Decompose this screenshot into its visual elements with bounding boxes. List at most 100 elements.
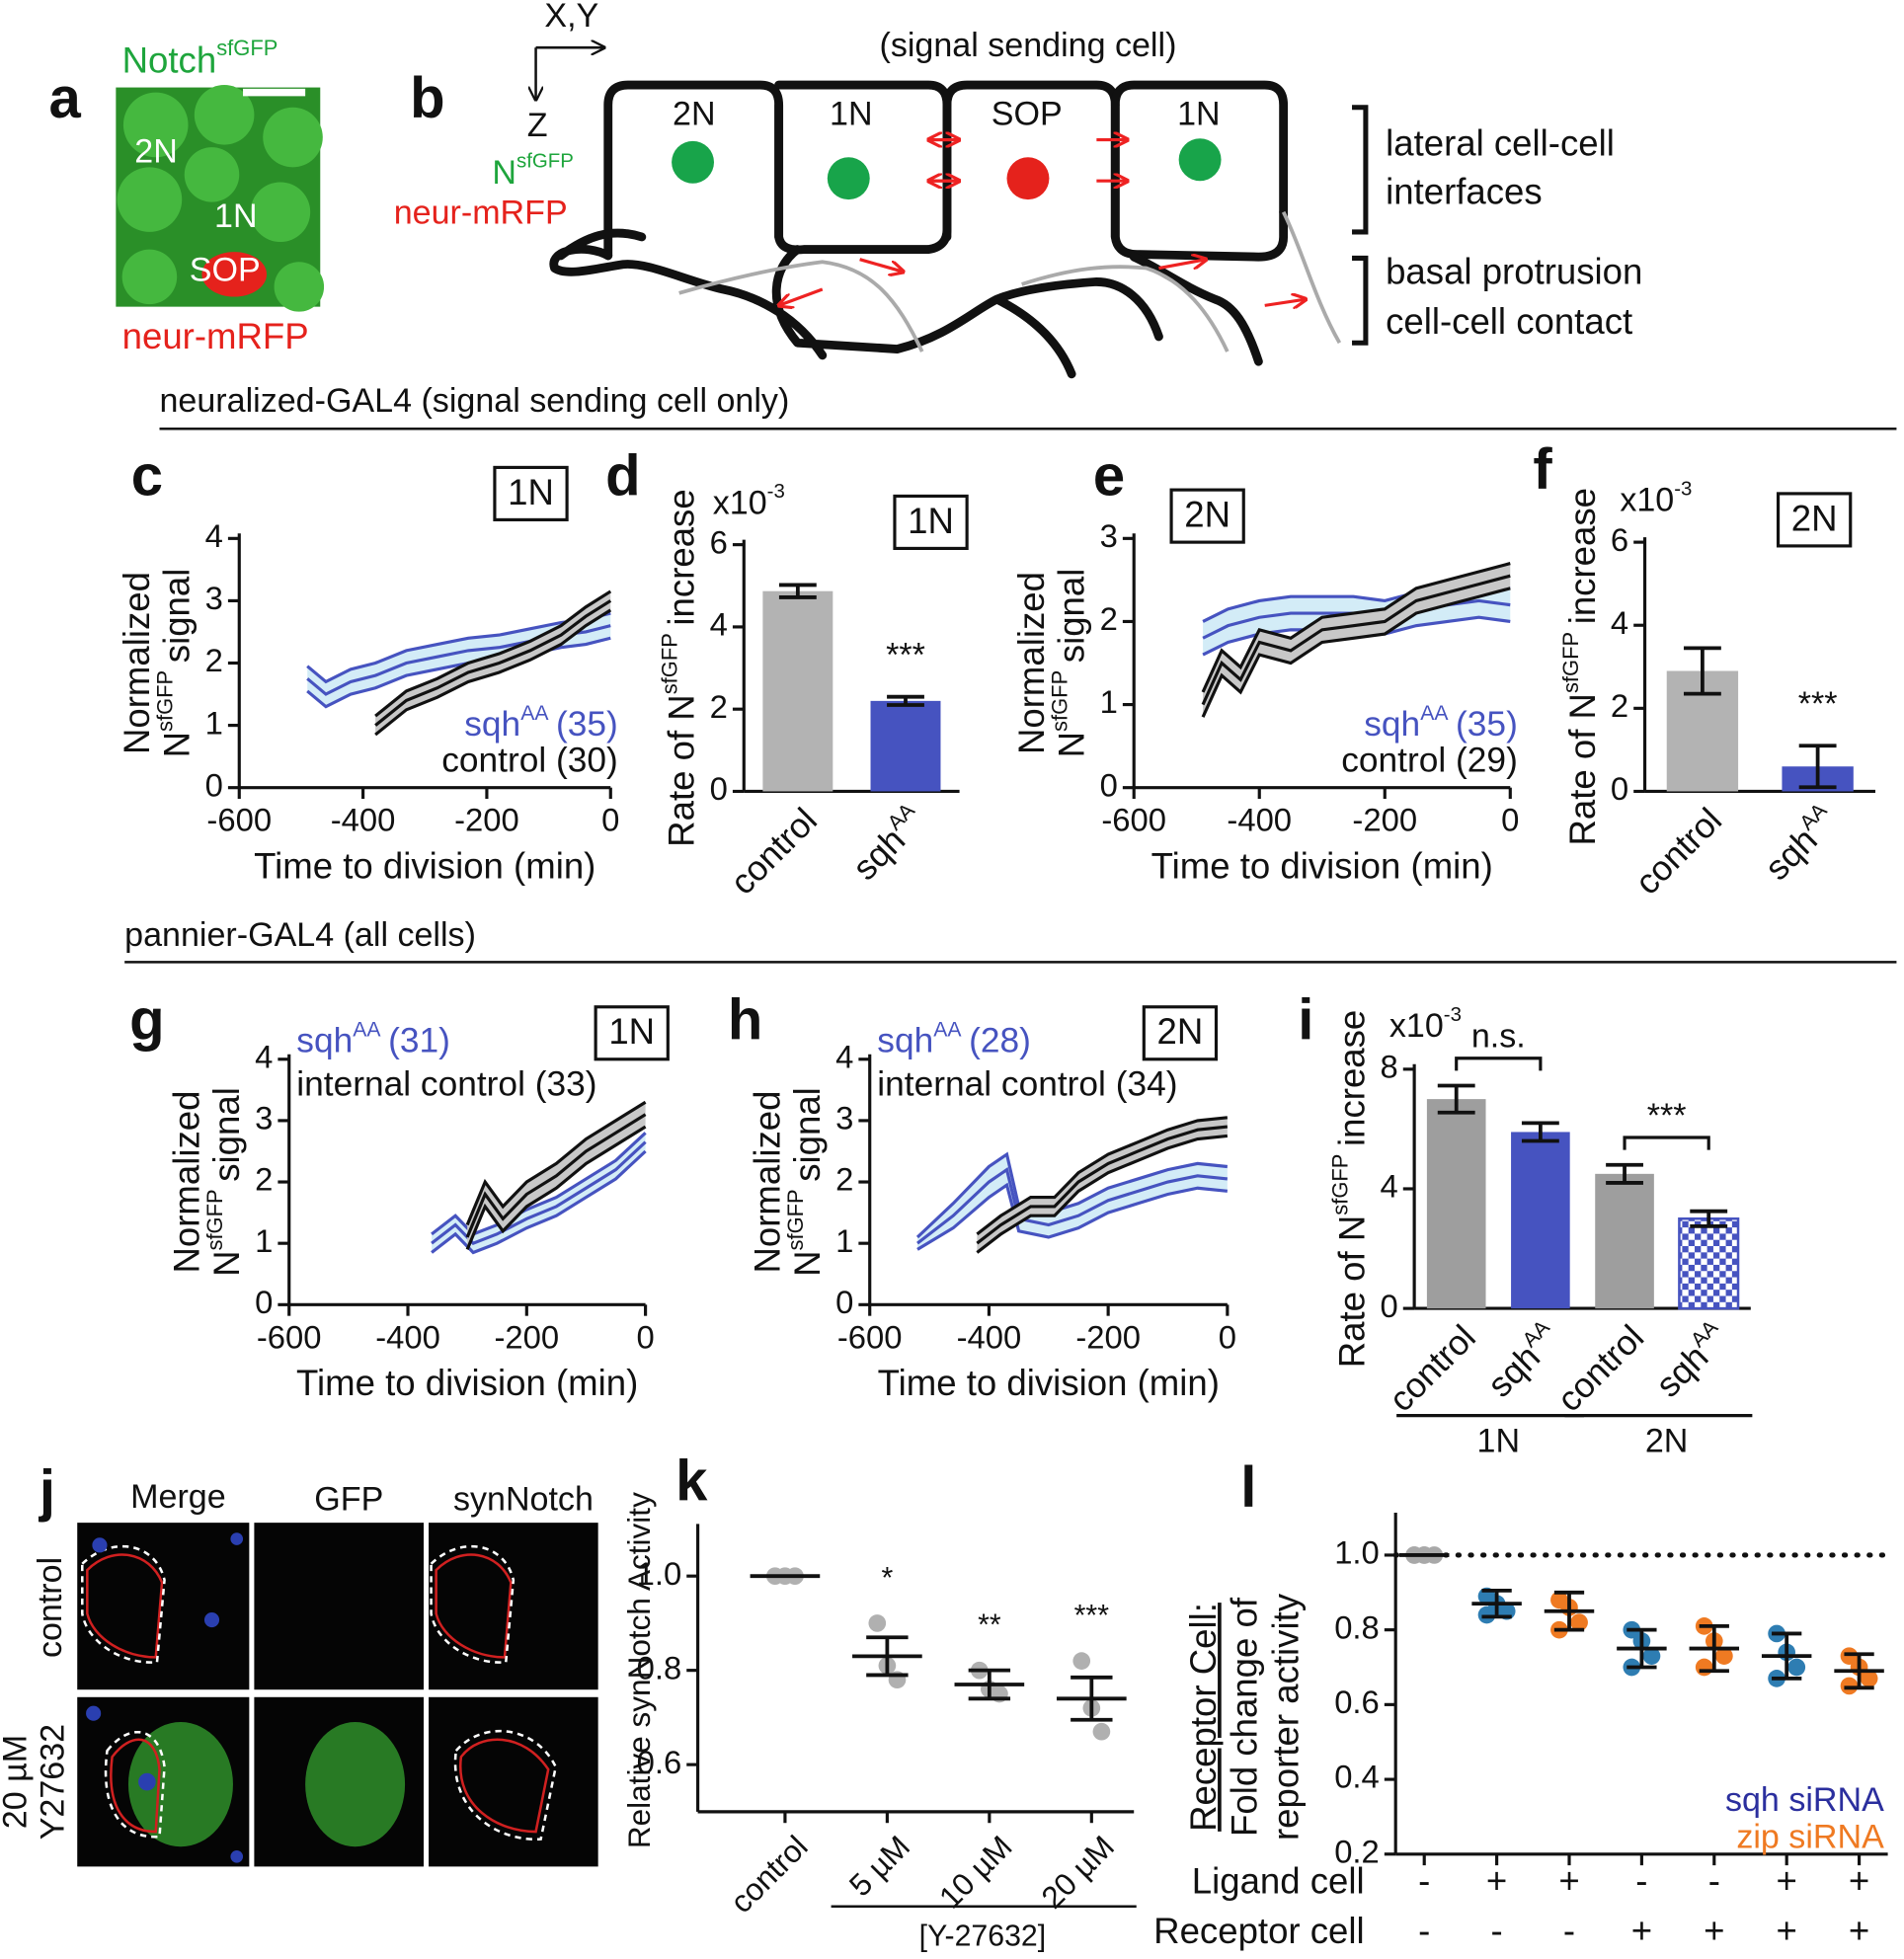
- condition-label: Ligand cell: [1192, 1861, 1365, 1902]
- x-tick-label: control: [724, 801, 826, 902]
- y-axis-title-part: increase: [661, 489, 701, 625]
- y-axis-title-part: N: [206, 1250, 247, 1276]
- legend-entry-part: AA: [353, 1018, 381, 1041]
- significance: ***: [1798, 685, 1838, 723]
- panel-j: j Merge GFP synNotch control 20 µM Y2763…: [0, 1459, 598, 1867]
- legend-entry: internal control (34): [877, 1065, 1177, 1104]
- band-edge: [431, 1149, 647, 1255]
- cell-label: 1N: [830, 96, 873, 133]
- series-line: [1201, 574, 1511, 706]
- x-tick-label: -400: [957, 1318, 1022, 1355]
- significance: *: [881, 1562, 893, 1595]
- y-axis-title: reporter activity: [1265, 1593, 1306, 1841]
- condition-sign: -: [1635, 1861, 1647, 1902]
- bar: [870, 700, 941, 792]
- legend-entry: internal control (33): [296, 1065, 596, 1104]
- significance: ***: [1647, 1097, 1687, 1135]
- x-tick-label: 0: [1501, 802, 1519, 838]
- x-tick-label: sqhAA: [843, 798, 933, 888]
- y-axis-title-part: Rate of N: [1331, 1215, 1372, 1369]
- panel-letter: k: [675, 1450, 708, 1514]
- y-tick-label: 1: [255, 1222, 273, 1259]
- data-point: [1570, 1613, 1588, 1631]
- y-tick-label: 2: [255, 1161, 273, 1198]
- panel-b: b X,Y Z NsfGFP neur-mRFP (signal sending…: [394, 0, 1642, 379]
- tag-box: [493, 465, 569, 521]
- bracket: [1352, 105, 1369, 235]
- legend-entry-part: internal control (34): [877, 1065, 1177, 1104]
- y-axis-title-part: signal: [787, 1087, 828, 1182]
- legend-sup: sfGFP: [516, 150, 574, 173]
- condition-sign: +: [1849, 1911, 1869, 1951]
- y-axis-title-part: sfGFP: [1327, 1154, 1352, 1215]
- y-tick-label: 0.8: [637, 1649, 682, 1685]
- y-tick-label: 2: [1611, 687, 1628, 724]
- x-tick-label-part: control: [724, 801, 826, 902]
- data-point: [1787, 1658, 1806, 1677]
- data-point: [1642, 1647, 1661, 1665]
- x-axis-title: Time to division (min): [1151, 845, 1493, 886]
- y-tick-label: 0.6: [1334, 1684, 1380, 1720]
- y-axis-title-part: sfGFP: [152, 670, 177, 732]
- condition-sign: -: [1418, 1911, 1430, 1951]
- cell-outline: [81, 1544, 558, 1841]
- x-tick-label: 0: [1219, 1318, 1236, 1355]
- legend-entry-part: AA: [933, 1018, 962, 1041]
- panel-a: a NotchsfGFP 2N 1N SOP neur-mRFP: [48, 36, 325, 356]
- nucleus: [1006, 157, 1050, 200]
- synnotch-signal: [86, 1553, 550, 1834]
- panel-letter: d: [605, 443, 640, 508]
- column-label: synNotch: [453, 1481, 594, 1519]
- band-edge: [1201, 587, 1511, 718]
- nucleus: [1178, 138, 1222, 182]
- x-tick-label: 5 µM: [842, 1829, 916, 1903]
- legend-entry-part: (35): [1456, 705, 1518, 744]
- row-label: control: [32, 1557, 69, 1658]
- x-tick-label: sqhAA: [1756, 798, 1846, 888]
- cell-label: 1N: [214, 197, 258, 235]
- title-sup: sfGFP: [216, 36, 278, 60]
- bracket-label: interfaces: [1386, 172, 1543, 212]
- x-axis-title: Time to division (min): [254, 845, 595, 886]
- y-tick-label: 2: [205, 642, 223, 678]
- y-tick-label: 3: [255, 1100, 273, 1136]
- y-tick-label: 0: [205, 766, 223, 803]
- y-axis-title-part: increase: [1331, 1010, 1372, 1146]
- scale-label-part: -3: [1444, 1003, 1462, 1026]
- legend-entry-part: sqh: [877, 1022, 933, 1060]
- band-edge: [465, 1125, 647, 1251]
- nucleus: [672, 140, 714, 184]
- x-tick-label: -200: [1075, 1318, 1141, 1355]
- cell-label: 1N: [1177, 96, 1221, 133]
- y-tick-label: 1: [205, 704, 223, 741]
- x-axis-title: Time to division (min): [878, 1363, 1220, 1403]
- cell-label: 2N: [673, 96, 716, 133]
- condition-sign: +: [1776, 1911, 1796, 1951]
- y-tick-label: 3: [1100, 517, 1118, 554]
- x-tick-label: sqhAA: [1646, 1315, 1736, 1405]
- y-tick-label: 0: [1100, 766, 1118, 803]
- nuclei-stain: [86, 1532, 244, 1863]
- y-tick-label: 8: [1380, 1049, 1397, 1085]
- bracket-label: lateral cell-cell: [1386, 123, 1615, 164]
- y-axis-title: Normalized: [1011, 572, 1052, 754]
- y-tick-label: 1: [835, 1222, 853, 1259]
- band-edge: [976, 1134, 1229, 1254]
- tag-box: [1169, 488, 1245, 544]
- data-point: [1715, 1647, 1733, 1665]
- confidence-band: [977, 1117, 1228, 1253]
- scale-label-part: x10: [1389, 1007, 1444, 1045]
- y-axis-title-part: signal: [1051, 569, 1091, 664]
- y-axis-title: Rate of NsfGFP increase: [1558, 488, 1603, 846]
- condition-sign: +: [1704, 1911, 1724, 1951]
- panel-letter: b: [410, 66, 444, 130]
- x-tick-label: control: [1383, 1318, 1484, 1420]
- y-axis-title-part: signal: [206, 1087, 247, 1182]
- tag-box: [1142, 1005, 1219, 1061]
- y-tick-label: 0.2: [1334, 1833, 1380, 1869]
- y-axis-title-part: signal: [156, 569, 197, 664]
- series-line: [374, 599, 612, 727]
- y-tick-label: 4: [1611, 604, 1628, 641]
- bracket-label: basal protrusion: [1386, 252, 1642, 292]
